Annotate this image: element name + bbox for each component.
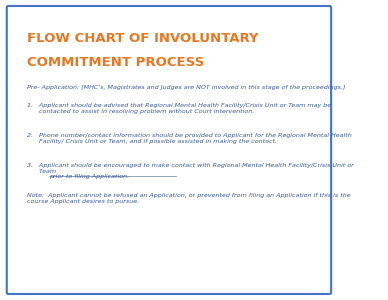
Text: COMMITMENT PROCESS: COMMITMENT PROCESS: [27, 56, 204, 68]
Text: FLOW CHART OF INVOLUNTARY: FLOW CHART OF INVOLUNTARY: [27, 32, 258, 44]
Text: 3.   Applicant should be encouraged to make contact with Regional Mental Health : 3. Applicant should be encouraged to mak…: [27, 164, 354, 174]
Text: prior to filing Application.: prior to filing Application.: [49, 174, 129, 179]
Text: Pre- Application: [MHC's, Magistrates and Judges are NOT involved in this stage : Pre- Application: [MHC's, Magistrates an…: [27, 85, 345, 91]
Text: 2.   Phone number/contact information should be provided to Applicant for the Re: 2. Phone number/contact information shou…: [27, 134, 352, 144]
Text: 1.   Applicant should be advised that Regional Mental Health Facility/Crisis Uni: 1. Applicant should be advised that Regi…: [27, 103, 331, 114]
Text: Note:  Applicant cannot be refused an Application, or prevented from filing an A: Note: Applicant cannot be refused an App…: [27, 194, 351, 204]
FancyBboxPatch shape: [7, 6, 331, 294]
